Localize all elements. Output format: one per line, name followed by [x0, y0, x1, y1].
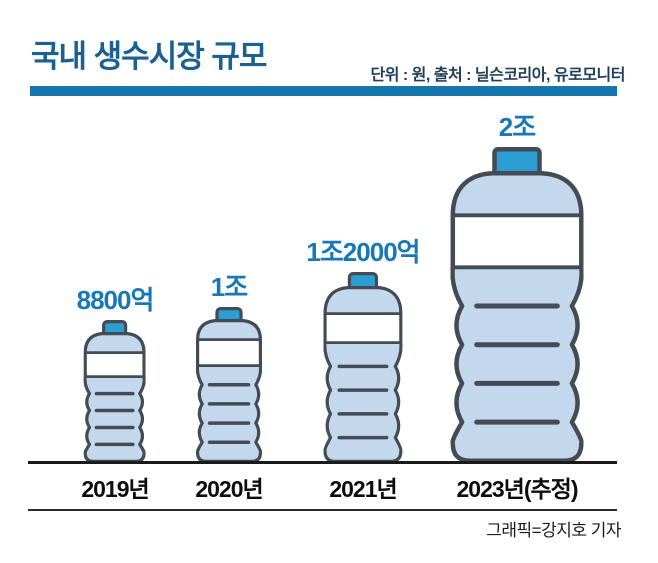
header-accent-bar: [30, 86, 617, 96]
bottle-group-2023: 2조: [450, 111, 584, 463]
water-bottle-icon: [196, 307, 262, 463]
x-tick-2020: 2020년: [195, 476, 263, 502]
x-tick-2021: 2021년: [329, 476, 397, 502]
page-title: 국내 생수시장 규모: [31, 39, 267, 74]
value-label-2021: 1조2000억: [306, 236, 420, 267]
value-label-2023: 2조: [498, 111, 536, 142]
value-label-2020: 1조: [210, 271, 248, 302]
footer-divider-line: [28, 509, 617, 511]
water-bottle-icon: [323, 272, 403, 463]
bottle-group-2020: 1조: [196, 271, 262, 463]
credit-byline: 그래픽=강지호 기자: [486, 521, 621, 540]
unit-source-note: 단위 : 원, 출처 : 닐슨코리아, 유로모니터: [370, 67, 625, 84]
water-bottle-icon: [83, 320, 146, 463]
value-label-2019: 8800억: [76, 284, 155, 315]
bottle-group-2021: 1조2000억: [306, 236, 421, 463]
bottle-group-2019: 8800억: [76, 284, 155, 463]
x-axis-line: [28, 461, 617, 464]
water-bottle-icon: [450, 147, 584, 463]
x-tick-2023: 2023년(추정): [456, 476, 579, 502]
x-tick-2019: 2019년: [81, 476, 149, 502]
